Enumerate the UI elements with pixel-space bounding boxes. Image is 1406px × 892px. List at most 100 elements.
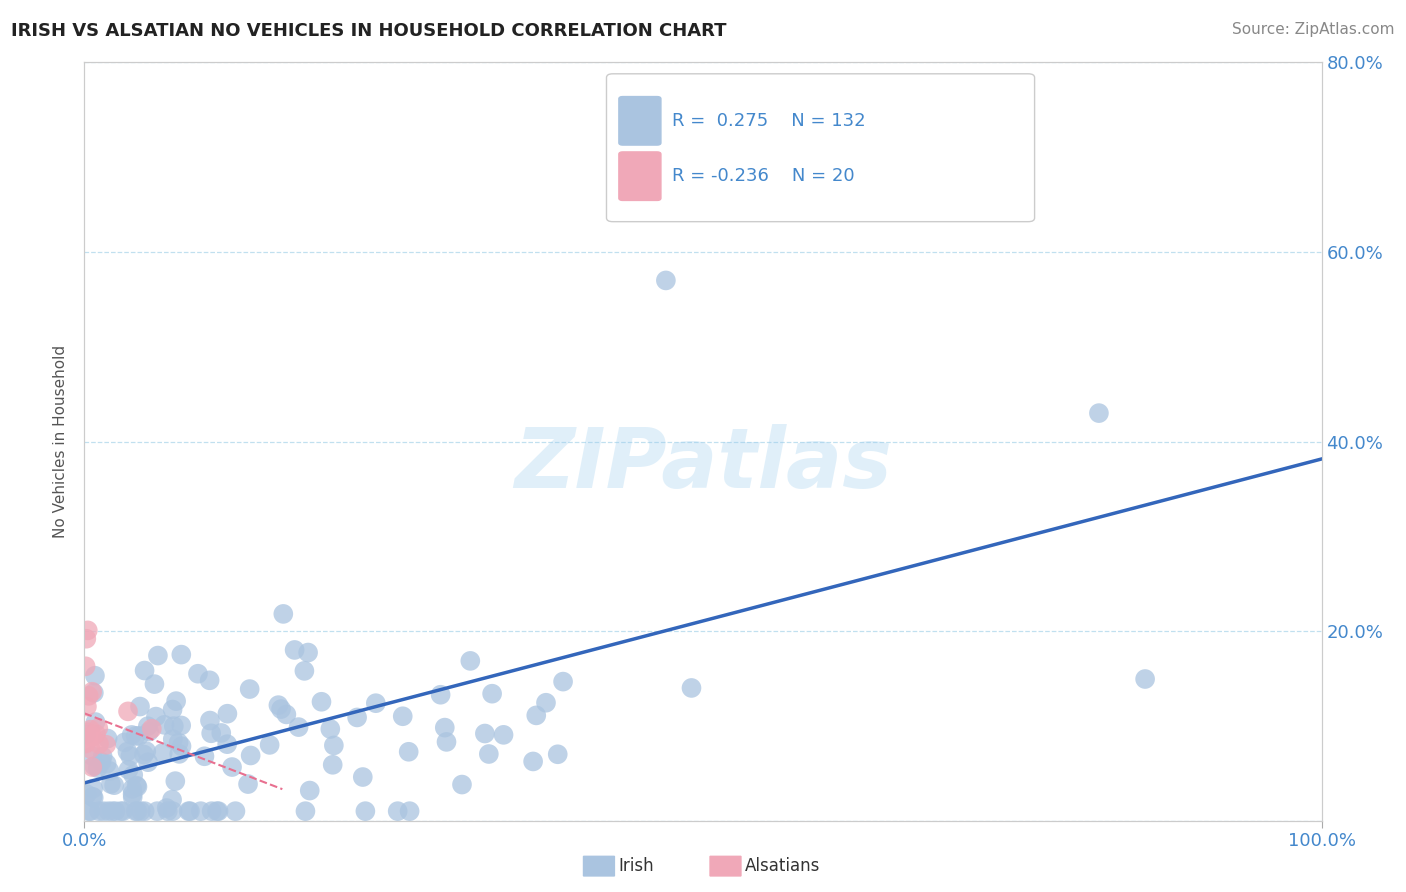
Point [551, 674, 574, 689]
Point [156, 801, 179, 815]
Point [104, 804, 127, 818]
Point [127, 780, 149, 794]
Point [364, 696, 387, 710]
Text: ZIPatlas: ZIPatlas [515, 424, 891, 505]
Point [117, 745, 139, 759]
Point [97, 731, 120, 746]
Point [121, 787, 143, 801]
Point [79, 723, 101, 737]
Point [125, 804, 148, 818]
Point [146, 648, 169, 663]
Point [82, 730, 104, 744]
Point [128, 729, 150, 743]
Text: Irish: Irish [619, 857, 654, 875]
Point [311, 695, 333, 709]
Point [239, 748, 262, 763]
Point [93, 804, 115, 818]
Point [167, 747, 190, 761]
Point [200, 726, 222, 740]
Point [429, 688, 451, 702]
Point [193, 749, 215, 764]
Point [433, 721, 456, 735]
Point [322, 739, 344, 753]
Point [522, 755, 544, 769]
Point [198, 673, 221, 688]
Point [122, 768, 145, 782]
Point [75, 727, 97, 741]
Point [96, 756, 118, 771]
Point [82, 760, 104, 774]
Point [236, 777, 259, 791]
Point [79, 741, 101, 756]
Point [83, 759, 105, 773]
Point [145, 709, 167, 723]
Point [87, 721, 110, 735]
Point [170, 739, 193, 754]
Point [352, 770, 374, 784]
Y-axis label: No Vehicles in Household: No Vehicles in Household [53, 345, 69, 538]
Point [143, 677, 166, 691]
Point [77, 689, 100, 703]
Point [127, 804, 149, 818]
Point [271, 607, 294, 621]
Point [125, 779, 148, 793]
Point [276, 707, 298, 722]
Point [100, 777, 122, 791]
Point [177, 804, 200, 818]
Point [146, 804, 169, 818]
Point [292, 664, 315, 678]
Point [534, 696, 557, 710]
Point [681, 681, 703, 695]
Text: IRISH VS ALSATIAN NO VEHICLES IN HOUSEHOLD CORRELATION CHART: IRISH VS ALSATIAN NO VEHICLES IN HOUSEHO… [11, 22, 727, 40]
Point [398, 745, 420, 759]
Point [75, 737, 97, 751]
Point [134, 804, 156, 818]
Point [387, 804, 409, 818]
Point [1133, 672, 1156, 686]
FancyBboxPatch shape [619, 96, 661, 145]
Point [82, 789, 104, 804]
Point [75, 659, 97, 673]
Point [270, 702, 292, 716]
Point [125, 729, 148, 743]
Point [132, 747, 155, 762]
Point [136, 755, 159, 769]
Text: R =  0.275    N = 132: R = 0.275 N = 132 [672, 112, 866, 130]
Point [217, 737, 239, 751]
Point [201, 804, 224, 818]
Point [170, 648, 193, 662]
Point [75, 632, 97, 646]
Point [121, 728, 143, 742]
Point [478, 747, 501, 761]
Point [322, 757, 344, 772]
Point [179, 804, 201, 818]
Point [162, 732, 184, 747]
Point [121, 781, 143, 796]
Point [136, 719, 159, 733]
Point [287, 720, 309, 734]
Point [120, 749, 142, 764]
Text: Alsatians: Alsatians [745, 857, 821, 875]
Point [82, 684, 104, 698]
Point [207, 804, 229, 818]
Point [101, 804, 124, 818]
Point [117, 763, 139, 777]
Point [94, 738, 117, 752]
FancyBboxPatch shape [619, 152, 661, 201]
Point [354, 804, 377, 818]
Point [162, 804, 184, 818]
Point [298, 783, 321, 797]
Point [224, 804, 246, 818]
Point [165, 774, 187, 789]
Point [294, 804, 316, 818]
Point [87, 804, 110, 818]
Point [474, 726, 496, 740]
Point [451, 778, 474, 792]
Point [84, 727, 107, 741]
Point [98, 764, 121, 778]
Point [129, 699, 152, 714]
Point [90, 755, 112, 769]
Point [114, 735, 136, 749]
Point [655, 273, 678, 287]
Point [87, 737, 110, 751]
